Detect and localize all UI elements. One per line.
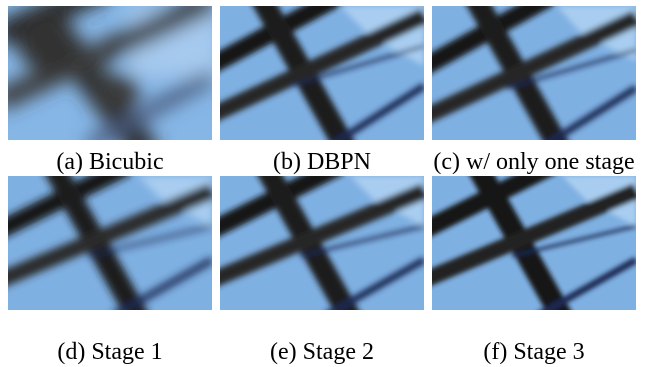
dbpn-crop-graphic [220, 6, 424, 140]
panel-stage-1: (d) Stage 1 [8, 176, 212, 365]
stage-1-crop-graphic [8, 176, 212, 310]
stage-2-crop-graphic [220, 176, 424, 310]
image-dbpn [220, 6, 424, 140]
figure: (a) Bicubic (b) DBPN [8, 6, 636, 365]
caption-dbpn: (b) DBPN [272, 149, 371, 175]
panel-stage-2: (e) Stage 2 [220, 176, 424, 365]
caption-bicubic: (a) Bicubic [56, 149, 164, 175]
image-stage-3 [432, 176, 636, 310]
panel-dbpn: (b) DBPN [220, 6, 424, 176]
panel-stage-3: (f) Stage 3 [432, 176, 636, 365]
caption-one-stage: (c) w/ only one stage [433, 149, 635, 175]
one-stage-crop-graphic [432, 6, 636, 140]
image-stage-2 [220, 176, 424, 310]
bicubic-crop-graphic [8, 6, 212, 140]
panel-one-stage: (c) w/ only one stage [432, 6, 636, 176]
caption-stage-1: (d) Stage 1 [57, 339, 163, 365]
stage-3-crop-graphic [432, 176, 636, 310]
image-stage-1 [8, 176, 212, 310]
caption-stage-3: (f) Stage 3 [483, 339, 585, 365]
image-one-stage [432, 6, 636, 140]
panel-bicubic: (a) Bicubic [8, 6, 212, 176]
caption-stage-2: (e) Stage 2 [270, 339, 374, 365]
image-bicubic [8, 6, 212, 140]
